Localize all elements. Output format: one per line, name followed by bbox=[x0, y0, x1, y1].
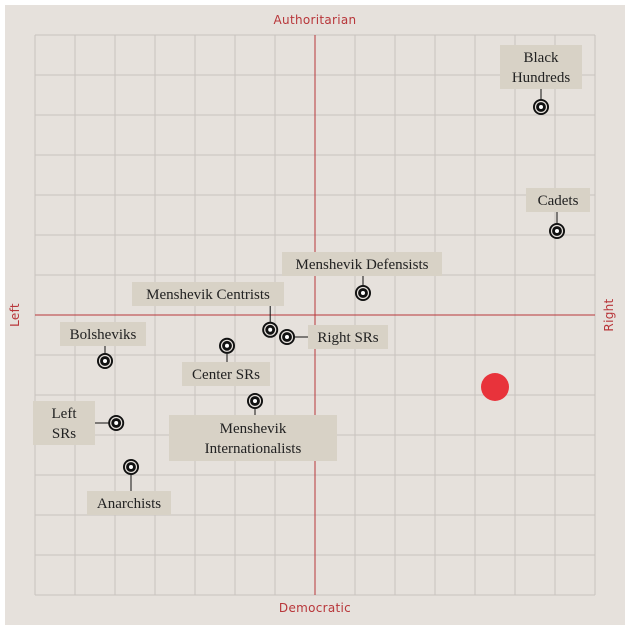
position-marker bbox=[481, 373, 509, 401]
data-point-center bbox=[555, 229, 559, 233]
data-point-ring bbox=[356, 286, 370, 300]
label-box bbox=[87, 491, 171, 515]
axis-label-democratic: Democratic bbox=[278, 601, 352, 615]
data-point-ring bbox=[248, 394, 262, 408]
label-box bbox=[308, 325, 388, 349]
data-point-ring bbox=[550, 224, 564, 238]
point-label: Hundreds bbox=[512, 70, 570, 86]
point-label: Anarchists bbox=[97, 496, 161, 512]
data-point-group: Center SRs bbox=[182, 337, 270, 386]
label-box bbox=[500, 45, 582, 89]
data-point-ring bbox=[264, 323, 277, 336]
data-point-ring bbox=[124, 460, 138, 474]
data-point-center bbox=[225, 343, 229, 348]
data-point-ring bbox=[220, 339, 234, 352]
data-point-group: Bolsheviks bbox=[60, 322, 146, 369]
data-point-ring bbox=[98, 354, 112, 368]
point-label: Black bbox=[524, 50, 559, 66]
data-point-center bbox=[539, 105, 543, 109]
point-label: Cadets bbox=[538, 193, 579, 209]
data-point-center bbox=[285, 335, 289, 339]
data-point-group: Right SRs bbox=[279, 325, 388, 349]
data-point-ring bbox=[110, 416, 123, 430]
point-label: SRs bbox=[52, 426, 76, 442]
data-point-group: Cadets bbox=[526, 188, 590, 239]
label-box bbox=[526, 188, 590, 212]
point-label: Bolsheviks bbox=[70, 327, 137, 343]
data-point-group: Left SRs bbox=[33, 401, 125, 445]
data-point-center bbox=[129, 465, 133, 469]
label-box bbox=[182, 362, 270, 386]
data-point-ring bbox=[534, 100, 548, 114]
label-box bbox=[169, 415, 337, 461]
data-point-center bbox=[253, 399, 257, 403]
point-label: Internationalists bbox=[205, 441, 302, 457]
data-point-group: Menshevik Internationalists bbox=[169, 393, 337, 461]
data-point-group: Anarchists bbox=[87, 459, 171, 515]
label-box bbox=[60, 322, 146, 346]
point-label: Menshevik bbox=[220, 421, 287, 437]
political-compass-plot: Black Hundreds Cadets Menshevik Defensists M… bbox=[33, 34, 596, 596]
data-point-ring bbox=[280, 330, 294, 344]
point-label: Menshevik Centrists bbox=[146, 287, 270, 303]
label-box bbox=[132, 282, 284, 306]
data-point-center bbox=[361, 291, 365, 295]
data-point-group: Menshevik Defensists bbox=[282, 252, 442, 301]
data-point-center bbox=[268, 327, 273, 332]
data-point-center bbox=[103, 359, 107, 363]
chart-frame: Authoritarian Democratic Left Right Blac… bbox=[5, 5, 625, 625]
label-box bbox=[33, 401, 95, 445]
data-point-group: Menshevik Centrists bbox=[132, 282, 284, 338]
data-point-center bbox=[114, 421, 119, 425]
point-label: Menshevik Defensists bbox=[296, 257, 429, 273]
point-label: Left bbox=[52, 406, 78, 422]
data-point-group: Black Hundreds bbox=[500, 45, 582, 115]
point-label: Center SRs bbox=[192, 367, 260, 383]
point-label: Right SRs bbox=[317, 330, 378, 346]
label-box bbox=[282, 252, 442, 276]
axis-label-authoritarian: Authoritarian bbox=[273, 13, 357, 27]
